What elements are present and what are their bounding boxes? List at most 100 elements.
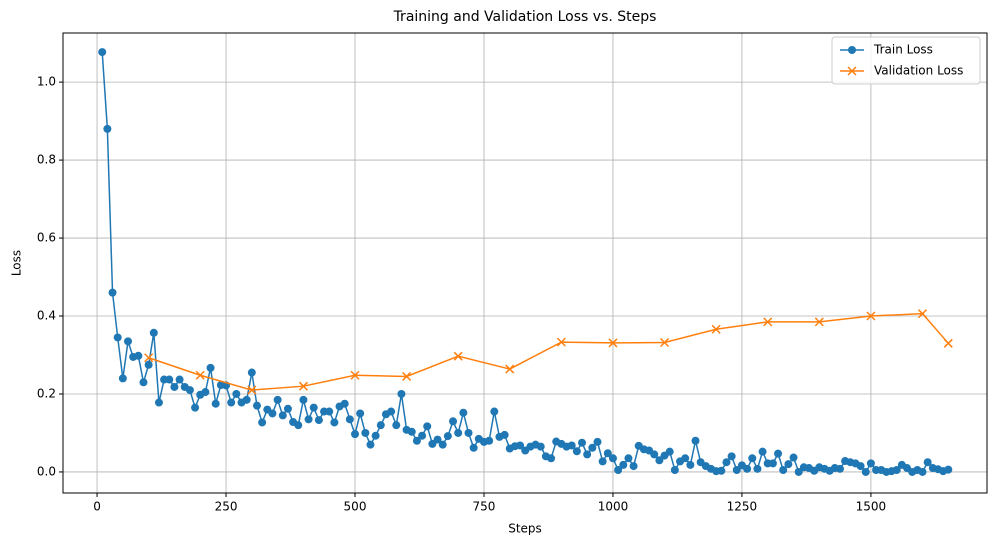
marker	[505, 364, 515, 374]
marker	[252, 401, 261, 410]
marker	[774, 449, 783, 458]
marker	[665, 447, 674, 456]
marker	[794, 467, 803, 476]
x-axis-label: Steps	[508, 522, 542, 536]
marker	[556, 337, 566, 347]
y-tick-label: 0.4	[37, 309, 56, 323]
marker	[583, 450, 592, 459]
y-tick-label: 0.0	[37, 464, 56, 478]
marker	[242, 395, 251, 404]
marker	[923, 458, 932, 467]
marker	[371, 431, 380, 440]
marker	[454, 428, 463, 437]
y-tick-label: 1.0	[37, 75, 56, 89]
chart-title: Training and Validation Loss vs. Steps	[393, 9, 657, 25]
marker	[330, 418, 339, 427]
marker	[763, 317, 773, 327]
marker	[195, 370, 205, 380]
marker	[314, 416, 323, 425]
marker	[779, 466, 788, 474]
marker	[753, 464, 762, 473]
marker	[547, 454, 556, 463]
legend-box	[831, 36, 981, 85]
marker	[247, 368, 256, 377]
y-tick-label: 0.2	[37, 386, 56, 400]
marker	[149, 328, 158, 337]
marker	[732, 466, 741, 474]
marker	[516, 441, 525, 450]
marker	[598, 457, 607, 466]
marker	[536, 442, 545, 451]
marker	[943, 338, 953, 348]
marker	[619, 460, 628, 469]
marker	[603, 449, 612, 458]
marker	[758, 447, 767, 456]
marker	[392, 421, 401, 430]
marker	[866, 311, 876, 321]
legend-label: Validation Loss	[874, 64, 963, 78]
marker	[717, 466, 726, 475]
marker	[593, 437, 602, 446]
x-tick-label: 0	[93, 500, 101, 514]
marker	[743, 464, 752, 473]
marker	[103, 124, 112, 133]
marker	[944, 465, 953, 474]
marker	[917, 309, 928, 319]
marker	[278, 411, 287, 420]
marker	[118, 374, 127, 383]
marker	[748, 454, 757, 463]
plot-frame	[62, 32, 988, 494]
marker	[418, 431, 427, 440]
marker	[170, 382, 179, 391]
marker	[273, 395, 282, 404]
marker	[247, 385, 257, 395]
marker	[567, 441, 576, 450]
marker	[397, 389, 406, 398]
marker	[113, 333, 122, 342]
marker	[206, 363, 215, 372]
marker	[686, 460, 695, 469]
marker	[438, 440, 447, 449]
marker	[298, 381, 308, 391]
marker	[614, 466, 623, 474]
legend-marker	[847, 66, 857, 76]
marker	[768, 459, 777, 468]
marker	[608, 454, 617, 463]
marker	[650, 450, 659, 459]
marker	[572, 447, 581, 456]
marker	[232, 389, 241, 398]
marker	[139, 378, 148, 387]
marker	[98, 48, 107, 57]
marker	[469, 443, 478, 452]
x-tick-label: 1000	[598, 500, 629, 514]
marker	[299, 395, 308, 404]
marker	[144, 353, 154, 363]
marker	[624, 454, 633, 463]
marker	[655, 456, 664, 465]
marker	[814, 317, 824, 327]
x-tick-label: 1250	[727, 500, 758, 514]
marker	[856, 462, 865, 471]
marker	[453, 351, 463, 361]
marker	[283, 404, 292, 413]
marker	[691, 436, 700, 445]
marker	[345, 415, 354, 424]
marker	[387, 407, 396, 416]
marker	[681, 454, 690, 463]
marker	[588, 443, 597, 452]
marker	[351, 430, 360, 439]
marker	[227, 398, 236, 407]
marker	[134, 351, 143, 360]
marker	[608, 338, 618, 348]
marker	[175, 375, 184, 384]
marker	[918, 467, 927, 476]
marker	[294, 421, 303, 430]
marker	[258, 418, 267, 427]
marker	[629, 462, 638, 471]
marker	[108, 288, 117, 297]
marker	[201, 388, 210, 397]
marker	[861, 467, 870, 476]
y-tick-label: 0.8	[37, 153, 56, 167]
marker	[412, 436, 421, 445]
